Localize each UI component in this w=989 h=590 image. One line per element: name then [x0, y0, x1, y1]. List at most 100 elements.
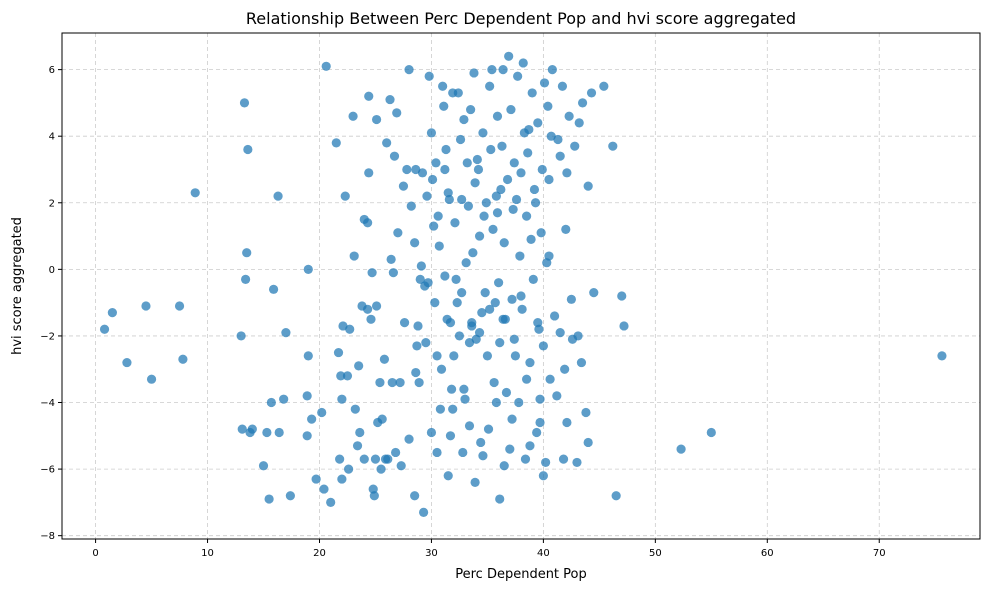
- y-tick-label: 4: [49, 132, 55, 143]
- data-point: [473, 164, 484, 175]
- data-point: [502, 174, 513, 185]
- data-point: [337, 474, 347, 484]
- data-point: [474, 328, 485, 338]
- data-point: [336, 371, 346, 381]
- data-point: [527, 88, 537, 98]
- data-point: [470, 477, 480, 488]
- data-point: [558, 454, 569, 464]
- data-point: [552, 391, 562, 401]
- data-point: [474, 231, 485, 241]
- data-point: [486, 144, 496, 155]
- x-tick-label: 70: [873, 548, 886, 559]
- y-axis-ticks: −8 −6 −4 −2 0 2 4 6: [40, 65, 62, 542]
- data-point: [489, 377, 499, 388]
- data-point: [307, 414, 317, 424]
- data-point: [421, 337, 431, 348]
- data-point: [521, 211, 532, 221]
- data-point: [483, 424, 494, 434]
- data-point: [525, 357, 535, 368]
- data-point: [463, 201, 473, 211]
- data-point: [480, 288, 490, 298]
- data-point: [371, 114, 382, 125]
- data-point: [469, 68, 479, 78]
- data-point: [538, 341, 548, 351]
- data-point: [459, 384, 469, 394]
- x-tick-label: 20: [313, 548, 326, 559]
- data-point: [441, 144, 451, 155]
- data-point: [285, 491, 295, 501]
- data-point: [243, 144, 253, 155]
- data-point: [535, 394, 545, 404]
- data-point: [452, 298, 462, 308]
- data-point: [498, 314, 508, 324]
- data-point: [411, 164, 421, 175]
- data-point: [355, 427, 365, 438]
- data-point: [419, 507, 429, 517]
- data-point: [317, 407, 327, 418]
- data-point: [505, 444, 515, 454]
- data-point: [311, 474, 321, 484]
- data-point: [438, 81, 448, 91]
- data-point: [507, 414, 517, 424]
- data-point: [410, 238, 420, 248]
- data-point: [445, 318, 456, 328]
- data-point: [382, 138, 392, 148]
- data-point: [141, 301, 151, 311]
- data-point: [523, 148, 533, 158]
- data-point: [520, 454, 531, 464]
- data-point: [577, 98, 588, 108]
- data-point: [544, 251, 554, 261]
- data-point: [335, 454, 345, 464]
- data-point: [247, 424, 257, 434]
- data-point: [477, 308, 487, 318]
- data-point: [239, 98, 250, 108]
- plot-frame: [61, 32, 981, 540]
- data-point: [537, 164, 547, 175]
- data-point: [501, 387, 512, 398]
- data-point: [416, 261, 426, 271]
- grid-lines: [62, 33, 980, 539]
- data-point: [445, 431, 456, 441]
- data-point: [174, 301, 185, 311]
- data-point: [422, 191, 432, 201]
- data-point: [555, 328, 565, 338]
- data-point: [440, 164, 450, 175]
- data-point: [319, 484, 329, 494]
- x-axis-title: Perc Dependent Pop: [455, 567, 587, 582]
- data-point: [514, 397, 524, 408]
- data-point: [706, 427, 716, 438]
- data-point: [363, 304, 373, 314]
- data-point: [331, 138, 341, 148]
- data-point: [444, 194, 454, 205]
- data-point: [364, 168, 374, 178]
- data-point: [491, 191, 501, 201]
- data-point: [427, 174, 438, 185]
- data-point: [349, 251, 359, 261]
- data-point: [458, 447, 468, 458]
- data-point: [498, 65, 508, 75]
- data-point: [544, 174, 554, 185]
- data-point: [547, 65, 557, 75]
- data-point: [281, 328, 291, 338]
- data-point: [450, 218, 460, 228]
- data-point: [583, 437, 593, 448]
- data-point: [572, 457, 582, 468]
- data-point: [387, 377, 397, 388]
- data-point: [326, 497, 336, 507]
- data-point: [236, 331, 246, 341]
- y-tick-label: −6: [40, 465, 55, 476]
- data-point: [576, 357, 587, 368]
- data-point: [266, 397, 276, 408]
- data-point: [459, 114, 469, 125]
- data-point: [190, 188, 200, 198]
- data-point: [342, 371, 353, 381]
- data-point: [461, 258, 471, 268]
- x-tick-label: 50: [649, 548, 662, 559]
- data-point: [383, 454, 393, 464]
- x-tick-label: 10: [201, 548, 214, 559]
- data-point: [491, 397, 501, 408]
- data-point: [561, 224, 571, 235]
- data-point: [396, 461, 406, 471]
- data-point: [433, 211, 443, 221]
- data-point: [363, 218, 373, 228]
